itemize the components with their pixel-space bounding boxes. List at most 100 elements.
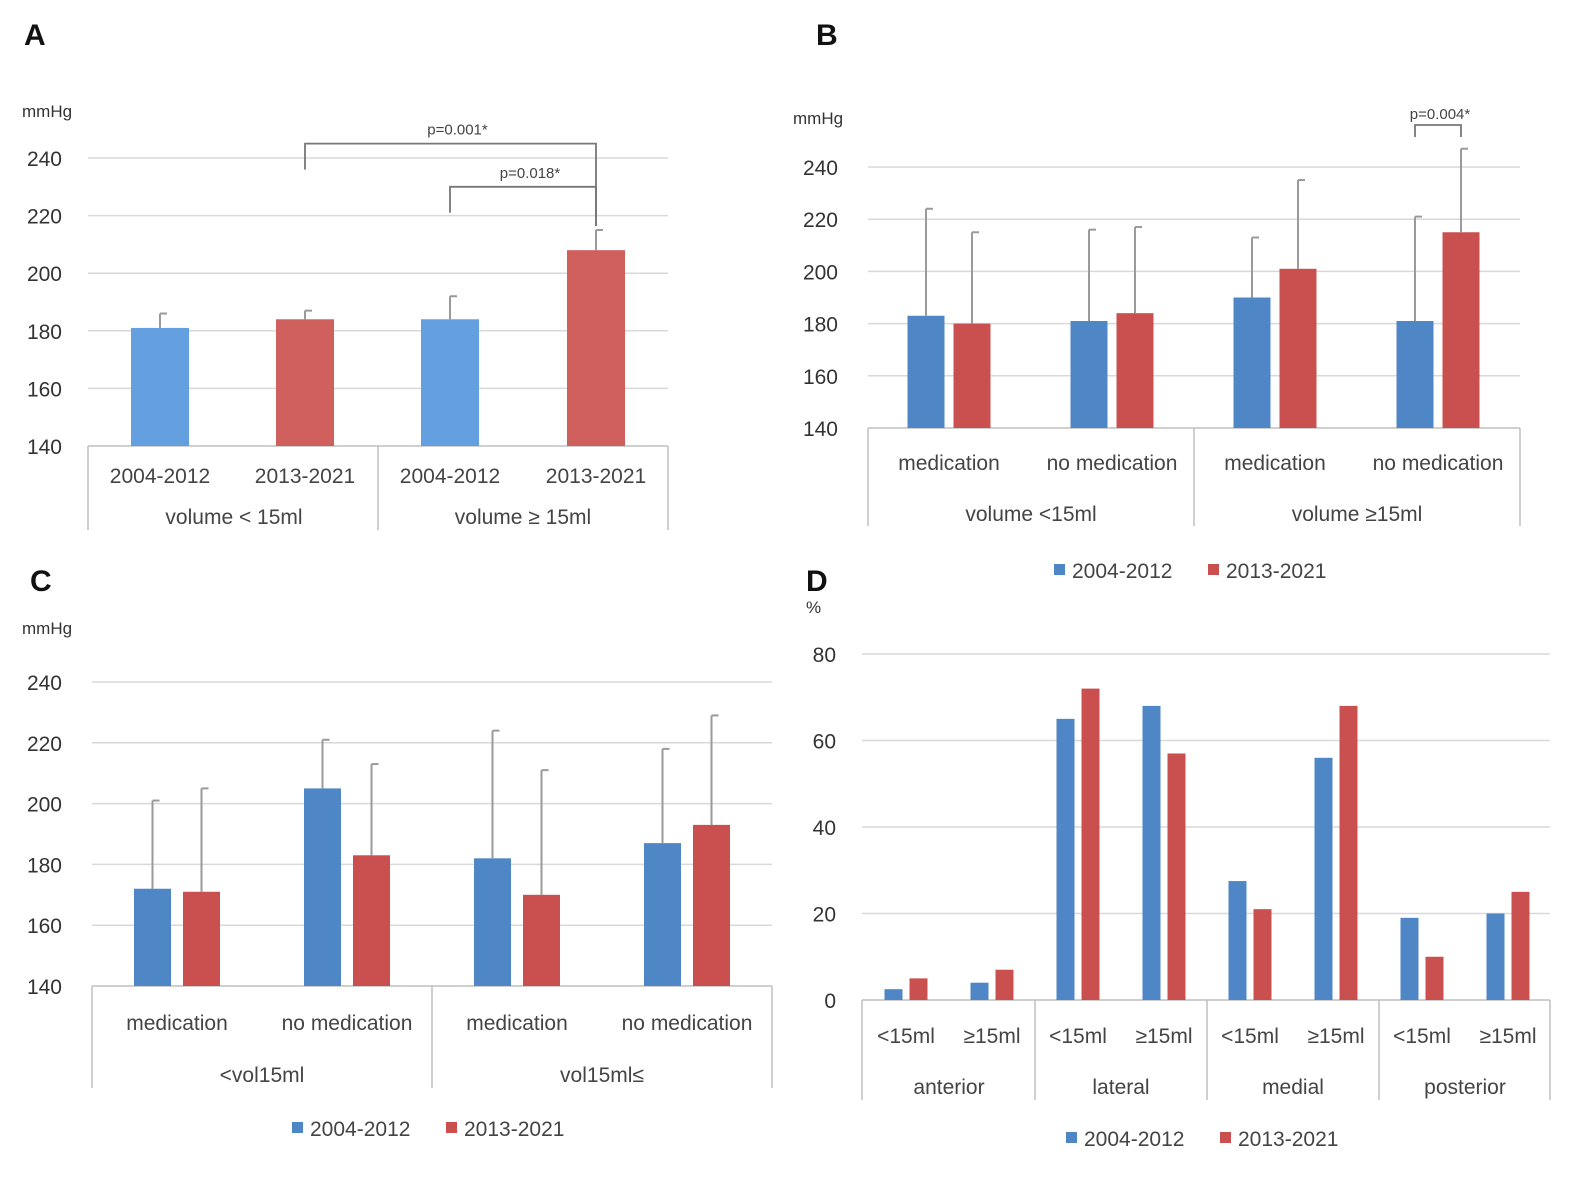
y-tick-label: 140 [27,976,62,999]
legend-swatch [1208,564,1219,575]
category-label: <15ml [877,1025,935,1048]
y-tick-label: 140 [27,436,62,459]
y-tick-label: 0 [824,990,836,1013]
category-label: 2013-2021 [546,465,646,488]
y-tick-label: 220 [27,206,62,229]
y-tick-label: 140 [803,418,838,441]
category-label: ≥15ml [1135,1025,1192,1048]
bar [953,323,991,428]
category-label: 2013-2021 [255,465,355,488]
y-tick-label: 200 [27,794,62,817]
bar [1070,320,1108,428]
bar [1339,705,1358,1000]
category-label: 2004-2012 [110,465,210,488]
bar [304,788,341,986]
bar [995,969,1014,1000]
significance-bracket [449,185,597,226]
group-label: lateral [1092,1076,1149,1099]
bar [134,888,171,986]
legend-label: 2004-2012 [1072,560,1172,583]
significance-bracket [1414,124,1462,137]
legend-label: 2004-2012 [310,1118,410,1141]
group-label: medial [1262,1076,1324,1099]
bar [183,891,220,986]
bar [1425,956,1444,1000]
bar [567,250,625,446]
category-label: ≥15ml [1307,1025,1364,1048]
bar [693,824,730,986]
bar [1056,718,1075,1000]
y-tick-label: 180 [27,321,62,344]
legend-swatch [292,1122,303,1133]
legend-swatch [1066,1132,1077,1143]
bar [523,894,560,986]
bar [909,978,928,1000]
y-tick-label: 160 [803,366,838,389]
p-value-label: p=0.004* [1410,106,1471,123]
group-label: anterior [913,1076,984,1099]
category-label: <15ml [1049,1025,1107,1048]
bar [1142,705,1161,1000]
category-label: medication [898,452,1000,475]
bar [884,989,903,1000]
group-label: posterior [1424,1076,1506,1099]
significance-bracket [304,142,597,226]
y-tick-label: 240 [27,672,62,695]
panel-label: B [816,19,838,52]
panel-d-chart: D % 0 20 40 60 80 <15ml ≥15ml <15ml ≥15ml <15ml ≥1… [806,565,1551,1151]
bar [1314,757,1333,1000]
bar [1253,909,1272,1000]
bar [644,843,681,986]
y-tick-label: 160 [27,915,62,938]
bar [276,319,334,446]
y-tick-label: 160 [27,378,62,401]
y-tick-label: 220 [27,733,62,756]
legend-label: 2013-2021 [464,1118,564,1141]
y-tick-label: 80 [813,644,836,667]
bar [907,315,945,428]
y-axis-unit: mmHg [22,102,72,121]
category-label: no medication [282,1012,413,1035]
bar [353,855,390,986]
category-label: no medication [622,1012,753,1035]
legend-swatch [1054,564,1065,575]
group-label: vol15ml≤ [560,1064,644,1087]
group-label: volume < 15ml [165,506,302,529]
y-tick-label: 240 [27,148,62,171]
category-label: 2004-2012 [400,465,500,488]
legend-label: 2013-2021 [1238,1128,1338,1151]
category-label: medication [126,1012,228,1035]
y-tick-label: 40 [813,817,836,840]
category-label: ≥15ml [963,1025,1020,1048]
category-label: <15ml [1221,1025,1279,1048]
bar [1116,313,1154,428]
panel-a-chart: A mmHg 140 160 180 200 220 240 2004-2012 2013-2… [22,19,669,530]
bar [474,858,511,986]
bar [131,327,189,446]
y-tick-label: 220 [803,209,838,232]
bar [970,982,989,1000]
bar [1400,917,1419,1000]
panel-label: A [24,19,46,52]
group-label: volume ≥15ml [1292,503,1423,526]
category-label: no medication [1373,452,1504,475]
group-label: volume ≥ 15ml [455,506,591,529]
y-tick-label: 180 [27,854,62,877]
y-axis-unit: mmHg [22,619,72,638]
bar [1081,688,1100,1000]
bar [1233,297,1271,428]
y-tick-label: 20 [813,904,836,927]
category-label: <15ml [1393,1025,1451,1048]
legend-label: 2004-2012 [1084,1128,1184,1151]
p-value-label: p=0.018* [500,165,561,182]
category-label: medication [466,1012,568,1035]
y-tick-label: 60 [813,731,836,754]
legend-swatch [446,1122,457,1133]
bar [1167,753,1186,1000]
group-label: <vol15ml [220,1064,305,1087]
bar [1228,881,1247,1000]
bar [1486,913,1505,1000]
panel-b-chart: B mmHg 140 160 180 200 220 240 medication no me… [793,19,1521,583]
panel-c-chart: C mmHg 140 160 180 200 220 240 medication no me… [22,565,773,1141]
bar [421,319,479,446]
